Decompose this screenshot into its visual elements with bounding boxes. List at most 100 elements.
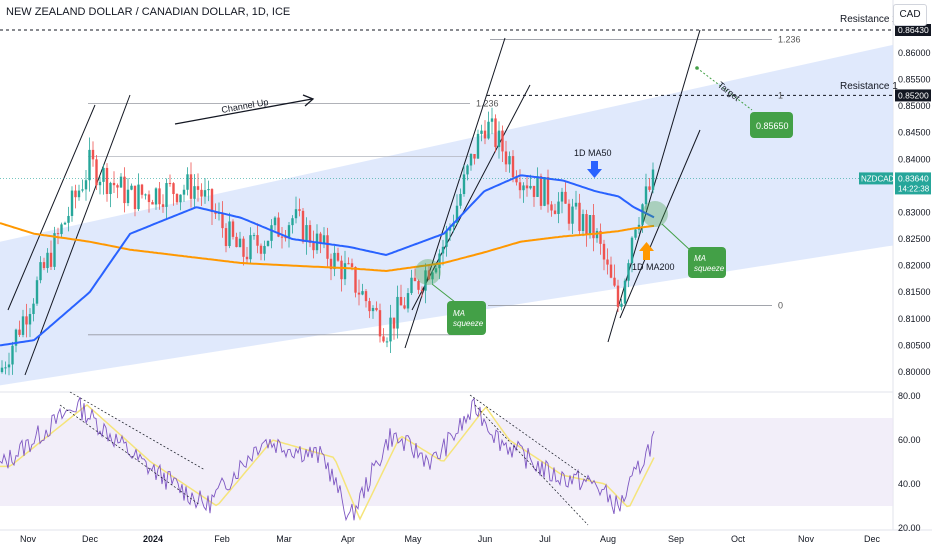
price-tick-label: 0.85000 [898,101,931,111]
candle-body [473,154,476,159]
candle-body [581,214,585,231]
candle-body [263,245,266,254]
candle-body [144,194,147,196]
candle-body [557,201,560,214]
candle-body [221,212,224,229]
candle-body [116,185,119,188]
rsi-trend-line-3 [474,404,589,526]
candle-body [308,225,312,243]
candle-body [126,189,130,204]
last-price-box [895,172,931,195]
candle-body [291,218,294,226]
price-tick-label: 0.81000 [898,314,931,324]
time-tick-label: Dec [82,534,99,544]
candle-body [550,204,553,211]
rsi-trend-line-1 [59,404,201,506]
target-price-box [750,112,793,138]
candle-body [399,296,403,306]
candle-body [277,217,280,237]
time-tick-label: Aug [600,534,616,544]
rsi-tick-label: 40.00 [898,479,921,489]
candle-body [273,217,277,226]
currency-button[interactable]: CAD [893,4,927,26]
candle-body [382,336,385,342]
candle-body [606,259,609,265]
candle-body [431,272,434,280]
candle-body [259,245,263,254]
candle-body [599,230,602,244]
candle-body [595,230,599,239]
candle-body [186,174,189,190]
candle-body [543,177,546,206]
candle-body [378,310,382,337]
candle-body [60,224,63,235]
ma-squeeze-circle-1 [415,259,441,285]
candle-body [620,303,623,307]
candle-body [532,185,536,197]
candle-body [305,225,308,242]
candle-body [301,210,305,242]
candle-body [438,253,441,269]
candle-body [280,236,284,238]
candle-body [224,228,228,247]
candle-body [105,167,109,195]
candle-body [172,183,175,195]
rsi-band [0,418,893,506]
rsi-tick-label: 60.00 [898,435,921,445]
candle-body [462,174,466,195]
candle-body [32,303,35,315]
fib-1236-mid-label: 1.236 [476,98,499,108]
price-tick-label: 0.85500 [898,74,931,84]
candle-body [11,345,14,365]
candle-body [511,156,515,178]
candle-body [123,176,126,204]
candle-body [228,221,231,247]
candle-body [441,246,445,254]
candle-body [375,307,378,311]
candle-body [231,221,235,237]
candle-body [158,188,161,205]
candle-body [630,237,634,264]
candle-body [347,263,350,265]
chart-title: NEW ZEALAND DOLLAR / CANADIAN DOLLAR, 1D… [6,6,291,18]
candle-body [238,238,242,248]
candle-body [49,252,53,267]
candle-body [147,194,151,203]
candle-body [448,226,452,231]
candle-body [84,180,88,190]
candle-body [200,189,203,197]
time-tick-label: Jun [478,534,493,544]
ma-squeeze-circle-2 [642,201,668,227]
channel-trend-line-5 [619,129,701,319]
price-tick-label: 0.82000 [898,261,931,271]
candle-body [203,190,207,197]
candle-body [242,238,245,257]
candle-body [168,183,172,185]
channel-trend-line-0 [7,104,96,311]
candle-body [70,190,74,216]
candle-body [256,235,259,246]
candle-body [193,186,196,199]
candles-group [0,107,655,376]
time-tick-label: Mar [276,534,292,544]
rsi-tick-label: 20.00 [898,523,921,533]
candle-body [88,149,91,181]
candle-body [634,229,637,238]
candle-body [53,233,56,267]
candle-body [294,209,298,219]
symbol-box [859,172,893,185]
candle-body [326,235,329,259]
candle-body [298,209,301,211]
candle-body [585,214,588,235]
candle-body [140,184,144,195]
ma-squeeze-box-1 [447,301,486,335]
candle-body [427,270,431,280]
candle-body [424,270,427,291]
candle-body [137,184,140,210]
ma-squeeze-label-2a: MA [694,254,706,263]
price-tick-label: 0.84500 [898,128,931,138]
candle-body [406,293,410,309]
candle-body [35,280,39,304]
